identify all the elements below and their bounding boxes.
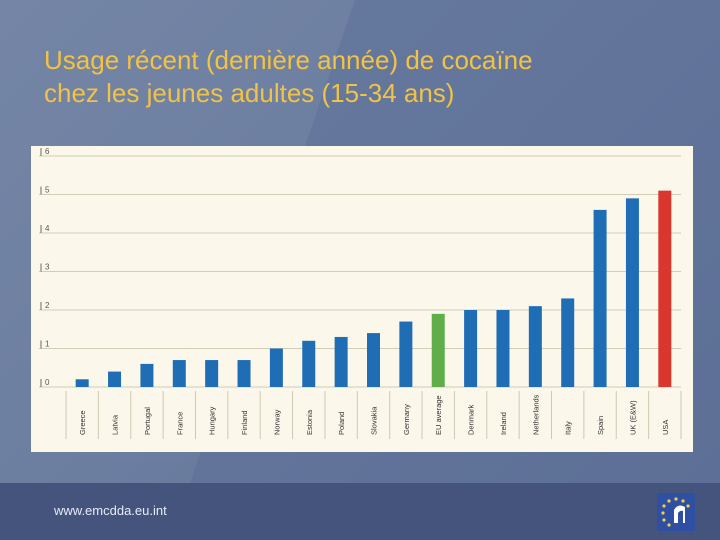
y-tick-label: 4 — [45, 224, 50, 233]
x-category-label: Poland — [337, 412, 346, 435]
bar — [108, 371, 122, 387]
y-tick-label: 0 — [45, 378, 50, 387]
title-line-1: Usage récent (dernière année) de cocaïne — [44, 45, 533, 75]
bar — [75, 379, 89, 387]
bar — [658, 190, 672, 387]
x-category-label: USA — [661, 420, 670, 435]
bar — [269, 348, 283, 387]
x-category-label: Finland — [240, 410, 249, 435]
footer-url[interactable]: www.emcdda.eu.int — [54, 503, 167, 518]
x-category-label: Ireland — [499, 412, 508, 435]
bar — [496, 310, 510, 387]
bar — [334, 336, 348, 387]
bar — [302, 340, 316, 387]
cocaine-use-bar-chart: 0 1 2 3 4 5 6 Greece Latvia Portugal France Hungary… — [39, 147, 682, 439]
y-tick-label: 2 — [45, 301, 50, 310]
x-category-label: Greece — [78, 410, 87, 435]
bar — [205, 360, 219, 387]
bar — [464, 310, 478, 387]
bar — [431, 313, 445, 387]
y-tick-label: 1 — [45, 340, 50, 349]
x-category-label: Netherlands — [531, 394, 540, 435]
x-category-label: Norway — [272, 409, 281, 435]
x-category-label: UK (E&W) — [628, 400, 637, 435]
x-category-label: Estonia — [305, 409, 314, 435]
bar — [625, 198, 639, 387]
bar — [367, 333, 380, 387]
slide-title: Usage récent (dernière année) de cocaïne… — [44, 44, 684, 110]
x-category-label: Denmark — [467, 404, 476, 435]
bar — [237, 360, 251, 387]
chart-panel: 0 1 2 3 4 5 6 Greece Latvia Portugal France Hungary… — [31, 146, 693, 452]
x-category-label: Latvia — [111, 414, 120, 435]
x-category-label: Portugal — [143, 407, 152, 435]
bar — [172, 360, 186, 387]
footer-bar: www.emcdda.eu.int — [0, 483, 720, 540]
title-line-2: chez les jeunes adultes (15-34 ans) — [44, 78, 455, 108]
bar — [561, 298, 575, 387]
x-category-label: Italy — [564, 421, 573, 435]
bar — [593, 209, 607, 387]
y-tick-label: 6 — [45, 147, 50, 156]
x-category-label: Hungary — [208, 406, 217, 435]
x-category-label: Slovakia — [370, 406, 379, 435]
bar — [399, 321, 413, 387]
x-category-label: Spain — [596, 416, 605, 435]
bar — [528, 306, 542, 387]
emcdda-logo-icon — [657, 493, 695, 531]
x-category-label: EU average — [434, 395, 443, 435]
y-tick-label: 5 — [45, 186, 50, 195]
bar — [140, 363, 154, 387]
x-category-label: Germany — [402, 404, 411, 435]
y-tick-label: 3 — [45, 263, 50, 272]
x-category-label: France — [175, 412, 184, 435]
